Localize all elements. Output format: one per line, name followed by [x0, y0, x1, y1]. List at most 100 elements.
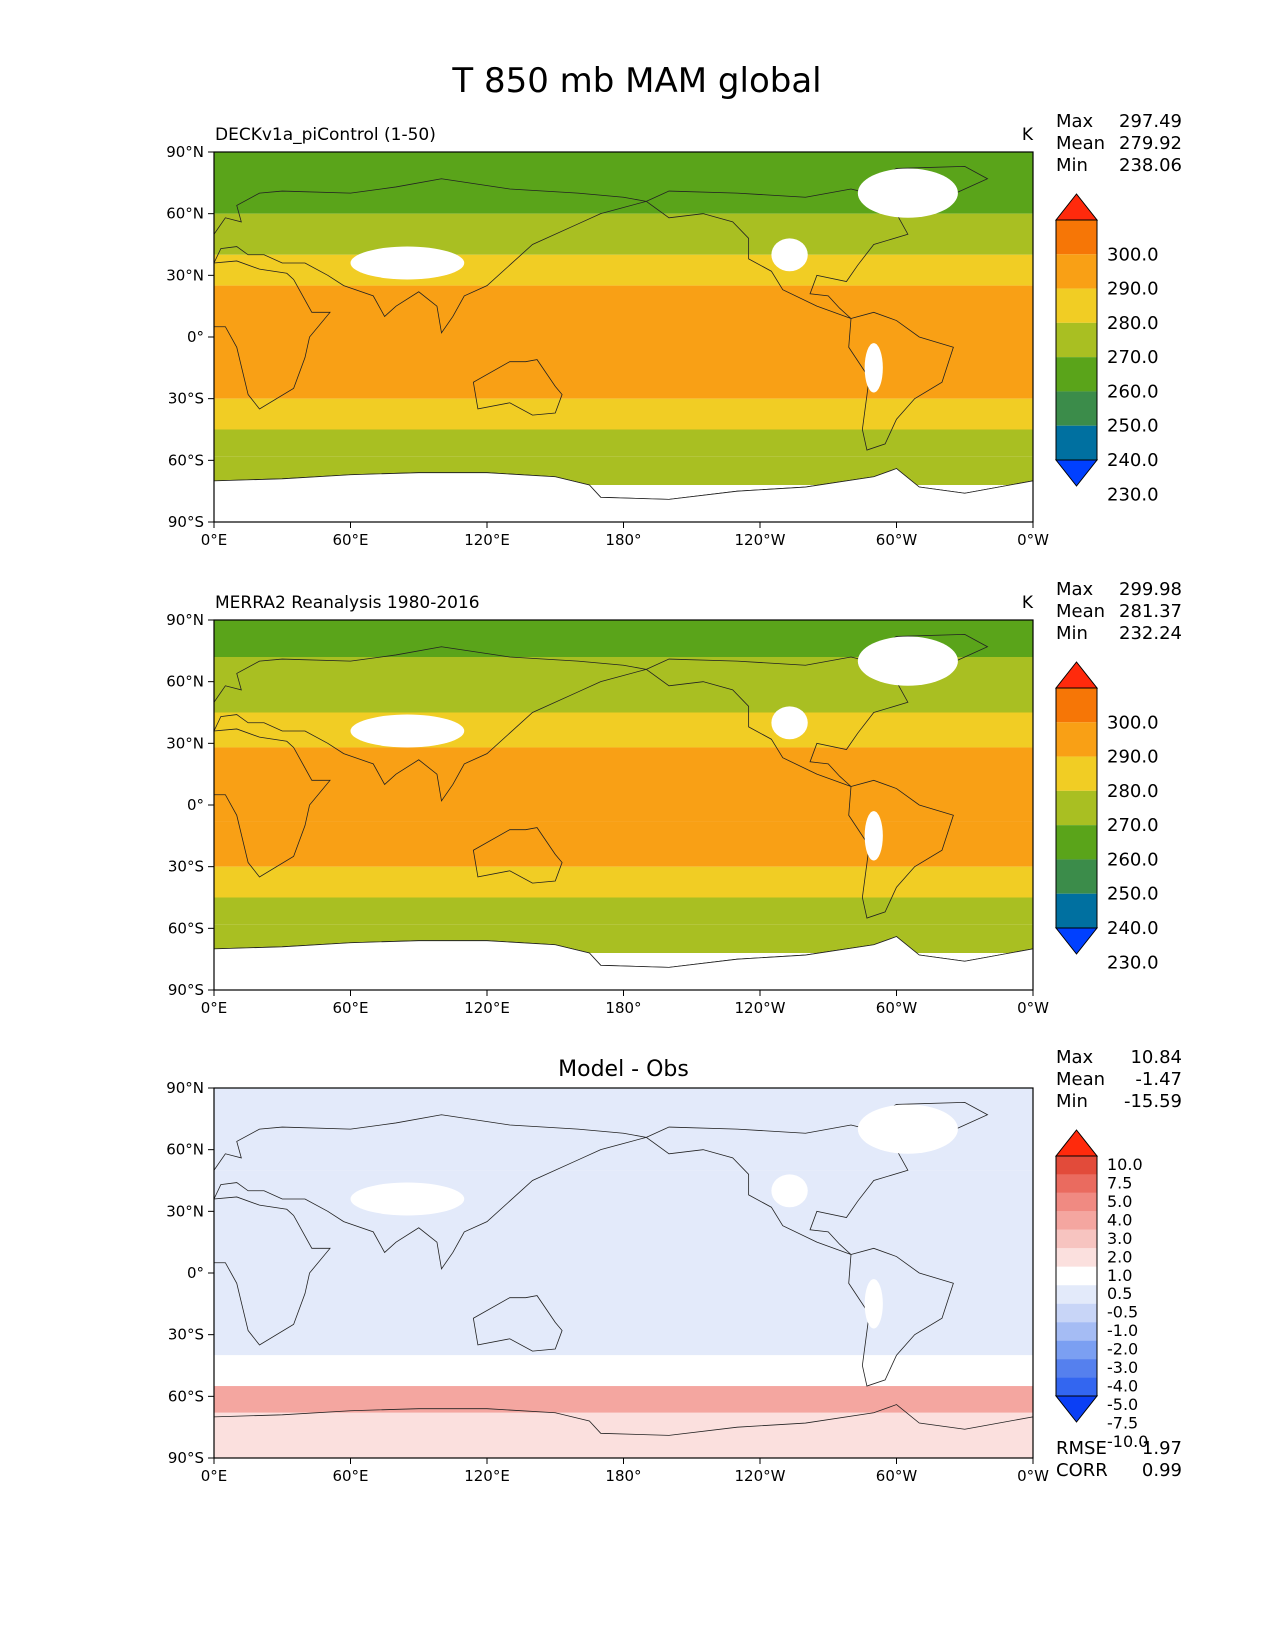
- colorbar-tick-label: 0.5: [1107, 1284, 1132, 1303]
- colorbar-segment: [1056, 756, 1097, 791]
- coastline-africa: [213, 260, 331, 410]
- x-tick-label: 120°E: [464, 1467, 510, 1485]
- x-tick-label: 60°E: [332, 531, 368, 549]
- y-tick-label: 90°S: [168, 981, 204, 999]
- colorbar-tick-label: -2.0: [1107, 1340, 1138, 1359]
- colorbar-extend-min: [1054, 459, 1099, 487]
- y-tick-label: 90°N: [166, 143, 204, 161]
- x-tick-label: 120°E: [464, 999, 510, 1017]
- x-tick-label: 0°E: [201, 531, 228, 549]
- stat-label-min: Min: [1056, 155, 1088, 176]
- x-tick-label: 180°: [605, 1467, 641, 1485]
- colorbar-segment: [1056, 1266, 1097, 1286]
- colorbar-segment: [1056, 357, 1097, 392]
- colorbar-segment: [1056, 1211, 1097, 1230]
- terrain-mask-4: [864, 1279, 883, 1329]
- terrain-mask-2: [350, 714, 465, 748]
- colorbar-segment: [1056, 1192, 1097, 1212]
- colorbar-tick-label: 250.0: [1107, 884, 1159, 905]
- colorbar-segment: [1056, 425, 1097, 460]
- terrain-mask-3: [771, 706, 808, 740]
- stat-value-max: 10.84: [1130, 1047, 1182, 1068]
- colorbar-extend-max: [1054, 661, 1099, 689]
- field-band-6: [214, 429, 1033, 457]
- x-tick-label: 0°E: [201, 1467, 228, 1485]
- field-band-4: [214, 747, 1033, 822]
- terrain-mask-3: [771, 238, 808, 272]
- colorbar-extend-max: [1054, 193, 1099, 221]
- terrain-mask-1: [857, 168, 958, 218]
- colorbar-tick-label: -0.5: [1107, 1303, 1138, 1322]
- map-2: [213, 620, 1034, 991]
- x-tick-label: 180°: [605, 531, 641, 549]
- colorbar-tick-label: 290.0: [1107, 279, 1159, 300]
- colorbar-tick-label: 10.0: [1107, 1155, 1143, 1174]
- colorbar-frame: [1055, 1155, 1098, 1397]
- field-band-6: [214, 866, 1033, 898]
- colorbar-tick-label: -1.0: [1107, 1321, 1138, 1340]
- colorbar-tick-label: 300.0: [1107, 712, 1159, 733]
- colorbar-tick-label: 280.0: [1107, 781, 1159, 802]
- stat-label-min: Min: [1056, 623, 1088, 644]
- coastline-australia: [472, 1295, 563, 1352]
- terrain-mask-1: [857, 1104, 958, 1154]
- colorbar-tick-label: -5.0: [1107, 1395, 1138, 1414]
- stat-label-mean: Mean: [1056, 601, 1105, 622]
- colorbar-tick-label: 300.0: [1107, 244, 1159, 265]
- stat-value-min: -15.59: [1124, 1091, 1182, 1112]
- y-tick-label: 30°N: [166, 266, 204, 284]
- terrain-mask-1: [857, 636, 958, 686]
- stat-label-mean: Mean: [1056, 1069, 1105, 1090]
- colorbar-1: 300.0 290.0 280.0 270.0 260.0 250.0 240.0 230.0: [1054, 193, 1159, 505]
- colorbar-segment: [1056, 391, 1097, 426]
- terrain-mask-4: [864, 343, 883, 393]
- y-tick-label: 90°N: [166, 611, 204, 629]
- y-tick-label: 30°S: [168, 858, 204, 876]
- y-tick-label: 90°S: [168, 1449, 204, 1467]
- colorbar-segment: [1056, 288, 1097, 323]
- y-tick-label: 90°S: [168, 513, 204, 531]
- colorbar-frame: [1055, 219, 1098, 461]
- colorbar-segment: [1056, 1285, 1097, 1304]
- colorbar-segment: [1056, 859, 1097, 894]
- stat-value-mean: 281.37: [1119, 601, 1182, 622]
- panel-3: 0°E 60°E 120°E 180° 120°W 60°W 0°W 90°N 60°N 30°N…: [166, 1047, 1182, 1485]
- colorbar-tick-label: 260.0: [1107, 849, 1159, 870]
- stat-label-mean: Mean: [1056, 133, 1105, 154]
- colorbar-extend-max: [1054, 1129, 1099, 1157]
- colorbar-segment: [1056, 1340, 1097, 1360]
- x-tick-label: 0°W: [1017, 531, 1049, 549]
- colorbar-tick-label: 1.0: [1107, 1266, 1132, 1285]
- field-band-2: [214, 1170, 1033, 1356]
- colorbar-tick-label: 270.0: [1107, 347, 1159, 368]
- field-band-5: [214, 398, 1033, 430]
- colorbar-segment: [1056, 1377, 1097, 1396]
- colorbar-tick-label: -4.0: [1107, 1377, 1138, 1396]
- colorbar-tick-label: 290.0: [1107, 747, 1159, 768]
- stat-value-max: 299.98: [1119, 579, 1182, 600]
- coastline-australia: [472, 827, 563, 884]
- colorbar-tick-label: 230.0: [1107, 484, 1159, 505]
- y-tick-label: 60°N: [166, 205, 204, 223]
- colorbar-segment: [1056, 1303, 1097, 1323]
- stat-label-min: Min: [1056, 1091, 1088, 1112]
- x-tick-label: 60°W: [876, 1467, 918, 1485]
- metric-value-corr: 0.99: [1142, 1460, 1182, 1481]
- colorbar-tick-label: 7.5: [1107, 1173, 1132, 1192]
- panel-2: 0°E 60°E 120°E 180° 120°W 60°W 0°W 90°N 60°N 30°N…: [166, 579, 1182, 1017]
- field-band-5: [214, 821, 1033, 867]
- field-band-7: [214, 897, 1033, 925]
- panel-center-title: Model - Obs: [558, 1057, 689, 1082]
- colorbar-tick-label: -3.0: [1107, 1358, 1138, 1377]
- coastline-africa: [213, 1196, 331, 1346]
- coastline-europe-asia: [213, 646, 647, 802]
- map-1: [213, 152, 1034, 523]
- metric-value-rmse: 1.97: [1142, 1438, 1182, 1459]
- stat-value-mean: 279.92: [1119, 133, 1182, 154]
- y-tick-label: 0°: [187, 1264, 204, 1282]
- colorbar-tick-label: 3.0: [1107, 1229, 1132, 1248]
- colorbar-segment: [1056, 893, 1097, 928]
- y-tick-label: 60°S: [168, 1387, 204, 1405]
- terrain-mask-2: [350, 1182, 465, 1216]
